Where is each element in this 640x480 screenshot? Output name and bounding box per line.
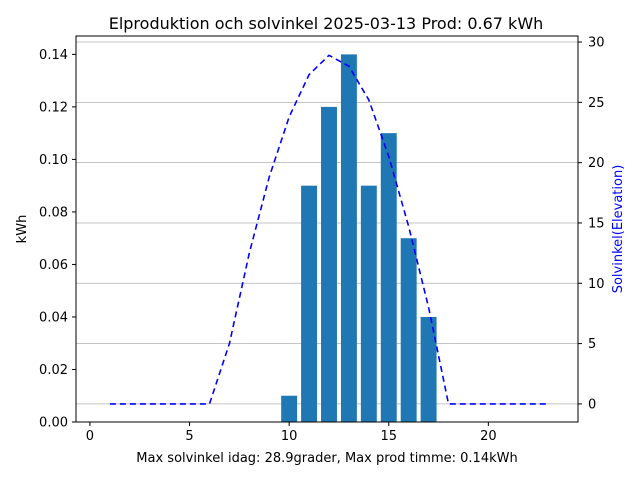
bar	[301, 185, 318, 422]
x-axis: 0 5 10 15 20	[86, 422, 497, 444]
y2-tick-label: 15	[588, 216, 605, 231]
x-tick-label: 20	[480, 429, 497, 444]
bar	[420, 316, 437, 422]
y2-tick-label: 30	[588, 36, 605, 51]
y2-tick-label: 25	[588, 96, 605, 111]
x-tick-label: 15	[380, 429, 397, 444]
y-tick-label: 0.14	[39, 48, 68, 63]
bar	[281, 395, 298, 422]
plot-frame	[75, 35, 579, 423]
y2-tick-label: 5	[588, 337, 596, 352]
y-tick-label: 0.00	[39, 416, 68, 431]
y-tick-label: 0.08	[39, 205, 68, 220]
x-tick-label: 5	[185, 429, 193, 444]
y-tick-label: 0.10	[39, 153, 68, 168]
elevation-line	[109, 54, 549, 405]
y-tick-label: 0.02	[39, 363, 68, 378]
y-tick-label: 0.04	[39, 310, 68, 325]
bar	[321, 106, 337, 423]
x-tick-label: 10	[281, 429, 298, 444]
x-axis-label: Max solvinkel idag: 28.9grader, Max prod…	[136, 451, 517, 466]
y-axis-label: kWh	[15, 215, 30, 244]
y-axis-left: 0.00 0.02 0.04 0.06 0.08 0.10 0.12 0.14	[39, 48, 76, 431]
x-tick-label: 0	[86, 429, 94, 444]
y-tick-label: 0.06	[39, 258, 68, 273]
bar	[400, 238, 417, 422]
y2-tick-label: 10	[588, 277, 605, 292]
bar	[380, 133, 397, 422]
y2-axis-label: Solvinkel(Elevation)	[611, 165, 626, 294]
bar-series	[281, 54, 437, 423]
y2-tick-label: 20	[588, 156, 605, 171]
y-tick-label: 0.12	[39, 100, 68, 115]
bar	[360, 185, 377, 422]
elevation-series	[109, 54, 549, 405]
chart-title: Elproduktion och solvinkel 2025-03-13 Pr…	[109, 14, 544, 33]
y-axis-right: 0 5 10 15 20 25 30	[578, 36, 605, 412]
y2-tick-label: 0	[588, 397, 596, 412]
bar	[340, 54, 357, 422]
